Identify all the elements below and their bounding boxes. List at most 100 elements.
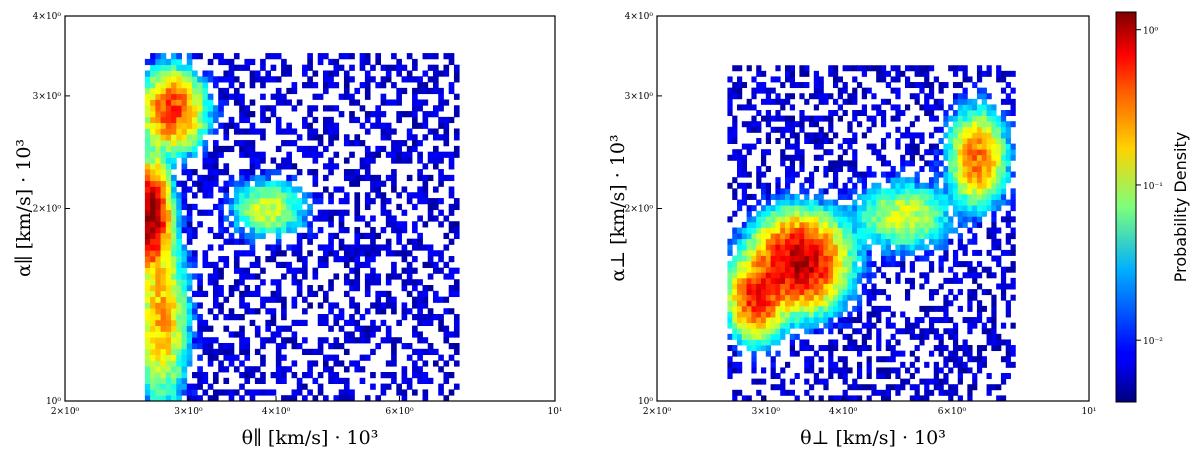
heatmap-cell — [847, 160, 853, 167]
heatmap-cell — [176, 244, 182, 251]
heatmap-cell — [202, 122, 209, 129]
heatmap-cell — [876, 65, 882, 72]
heatmap-cell — [401, 186, 408, 193]
heatmap-cell — [359, 53, 366, 60]
heatmap-cell — [150, 285, 156, 292]
heatmap-cell — [144, 232, 151, 240]
heatmap-cell — [296, 238, 303, 245]
heatmap-cell — [761, 171, 767, 178]
colorbar-label: Probability Density — [1171, 132, 1190, 283]
heatmap-cell — [952, 333, 959, 340]
heatmap-cell — [233, 314, 240, 321]
heatmap-cell — [453, 348, 460, 356]
heatmap-cell — [186, 53, 193, 60]
heatmap-cell — [885, 221, 891, 228]
heatmap-cell — [207, 180, 214, 187]
heatmap-cell — [254, 174, 261, 182]
heatmap-cell — [741, 261, 748, 268]
heatmap-cell — [291, 203, 298, 211]
heatmap-cell — [789, 210, 795, 217]
heatmap-cell — [349, 267, 355, 274]
heatmap-cell — [307, 366, 313, 373]
heatmap-cell — [732, 132, 738, 139]
heatmap-cell — [847, 165, 853, 172]
heatmap-cell — [904, 199, 911, 206]
heatmap-cell — [933, 154, 939, 161]
heatmap-cell — [785, 76, 791, 83]
heatmap-cell — [160, 232, 167, 240]
heatmap-cell — [751, 115, 757, 122]
heatmap-cell — [890, 384, 896, 391]
heatmap-cell — [938, 266, 944, 273]
heatmap-cell — [809, 322, 815, 329]
heatmap-cell — [852, 249, 858, 256]
heatmap-cell — [443, 325, 450, 332]
heatmap-cell — [186, 331, 193, 338]
heatmap-cell — [333, 395, 340, 402]
heatmap-cell — [952, 82, 959, 89]
heatmap-cell — [900, 233, 906, 240]
heatmap-cell — [828, 322, 834, 329]
heatmap-cell — [244, 354, 251, 361]
heatmap-cell — [181, 325, 188, 332]
heatmap-cell — [197, 343, 203, 350]
heatmap-cell — [765, 283, 772, 290]
heatmap-cell — [422, 134, 429, 141]
heatmap-cell — [818, 294, 824, 301]
heatmap-cell — [417, 105, 423, 112]
heatmap-cell — [813, 216, 819, 223]
heatmap-cell — [967, 110, 973, 117]
heatmap-cell — [876, 345, 882, 352]
heatmap-cell — [732, 294, 738, 301]
heatmap-cell — [847, 233, 853, 240]
heatmap-cell — [809, 395, 815, 402]
heatmap-cell — [155, 395, 161, 402]
heatmap-cell — [296, 285, 303, 292]
heatmap-cell — [861, 289, 867, 296]
heatmap-cell — [861, 345, 867, 352]
heatmap-cell — [406, 261, 413, 269]
heatmap-cell — [948, 227, 954, 234]
heatmap-cell — [866, 322, 872, 329]
heatmap-cell — [160, 273, 167, 280]
heatmap-cell — [809, 272, 815, 279]
heatmap-cell — [991, 345, 997, 352]
heatmap-cell — [856, 255, 863, 262]
heatmap-cell — [171, 273, 177, 280]
heatmap-cell — [880, 121, 887, 128]
heatmap-cell — [401, 87, 408, 95]
heatmap-cell — [291, 267, 298, 274]
heatmap-cell — [176, 372, 182, 379]
heatmap-cell — [948, 188, 954, 195]
heatmap-cell — [943, 300, 949, 307]
heatmap-cell — [396, 383, 402, 390]
heatmap-cell — [432, 64, 439, 71]
heatmap-cell — [239, 232, 245, 240]
heatmap-cell — [328, 232, 334, 240]
heatmap-cell — [741, 160, 748, 167]
heatmap-cell — [417, 319, 423, 327]
heatmap-cell — [406, 238, 413, 245]
heatmap-cell — [972, 188, 978, 195]
heatmap-cell — [192, 232, 198, 240]
heatmap-cell — [996, 193, 1002, 200]
heatmap-cell — [239, 145, 245, 153]
heatmap-cell — [880, 160, 887, 167]
heatmap-cell — [842, 322, 848, 329]
heatmap-cell — [1000, 160, 1007, 167]
heatmap-cell — [239, 343, 245, 350]
heatmap-cell — [165, 250, 172, 257]
heatmap-cell — [165, 366, 172, 373]
heatmap-cell — [919, 333, 925, 340]
heatmap-cell — [1000, 149, 1007, 156]
heatmap-cell — [165, 244, 172, 251]
heatmap-cell — [370, 325, 376, 332]
heatmap-cell — [732, 233, 738, 240]
heatmap-cell — [286, 140, 292, 147]
heatmap-cell — [938, 339, 944, 346]
heatmap-cell — [412, 279, 418, 286]
heatmap-cell — [761, 345, 767, 352]
heatmap-cell — [991, 305, 997, 312]
heatmap-cell — [453, 93, 460, 100]
heatmap-cell — [842, 294, 848, 301]
